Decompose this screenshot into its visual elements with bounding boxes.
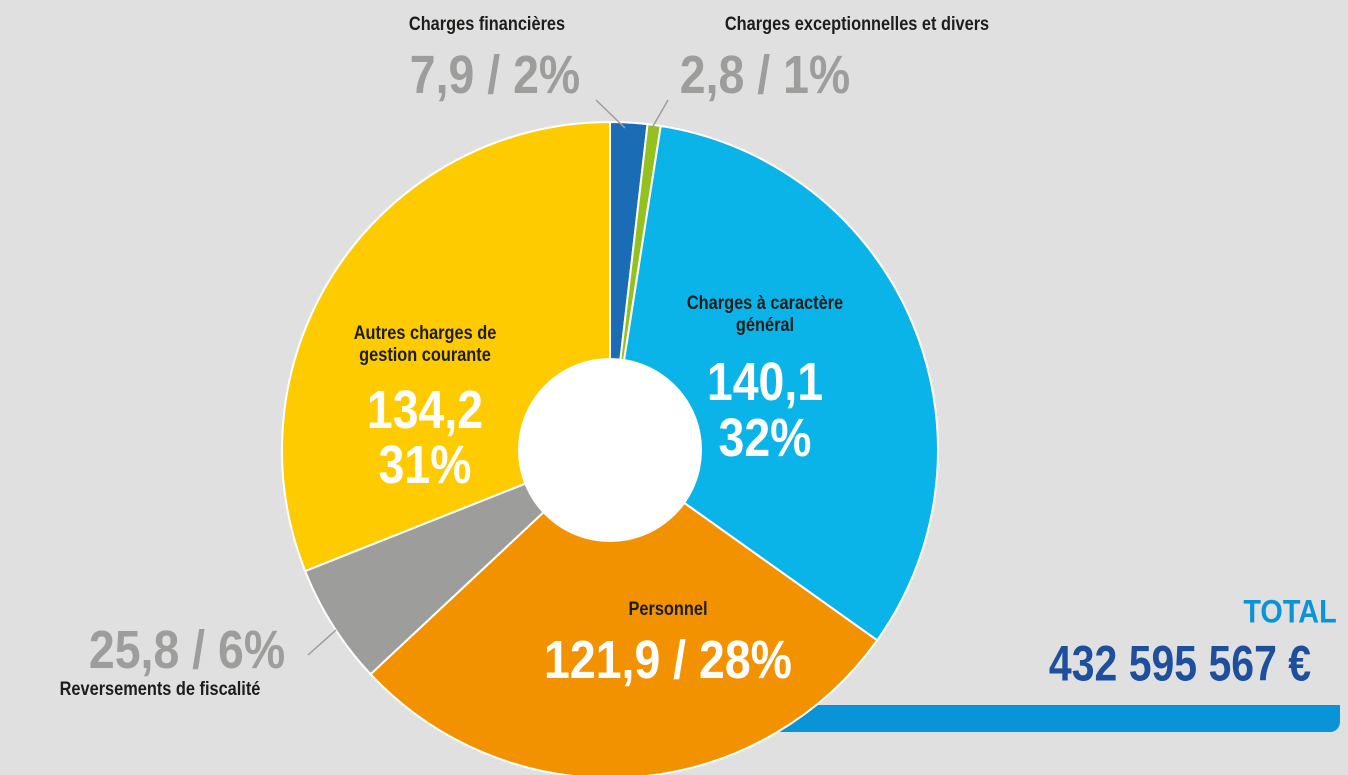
- slice-percent: 32%: [718, 408, 812, 468]
- slice: [303, 449, 611, 676]
- slice-value: 25,8: [88, 620, 180, 680]
- slice-value: 7,9: [409, 45, 475, 105]
- slice: [608, 124, 939, 642]
- slice-value-line: 2,8 / 1%: [680, 48, 850, 102]
- slice-percent: 28%: [698, 630, 792, 690]
- leader-line: [307, 629, 337, 656]
- leader-line: [651, 99, 669, 129]
- total-label: TOTAL: [1243, 593, 1337, 630]
- total-value: 432 595 567 €: [1048, 635, 1312, 692]
- separator: /: [179, 620, 218, 680]
- total-bar: [780, 705, 1340, 732]
- slice: [369, 448, 879, 775]
- slice-name: Reversements de fiscalité: [59, 679, 261, 701]
- slice-name: Charges financières: [408, 14, 566, 36]
- separator: /: [474, 45, 514, 105]
- slice-name: Charges exceptionnelles et divers: [724, 14, 990, 36]
- slice-name: Charges à caractère général: [686, 293, 844, 336]
- slice-percent: 6%: [217, 620, 286, 680]
- slice-name: Personnel: [628, 599, 708, 621]
- slice-value-line: 121,9 / 28%: [544, 633, 792, 687]
- slice-percent: 1%: [783, 45, 851, 105]
- separator: /: [660, 630, 699, 690]
- slice-percent: 2%: [513, 45, 581, 105]
- separator: /: [744, 45, 784, 105]
- slice-value-line: 7,9 / 2%: [410, 48, 580, 102]
- slice-value: 121,9: [544, 630, 661, 690]
- slice-name: Autres charges de gestion courante: [353, 323, 497, 366]
- slice-value: 134,2: [366, 380, 484, 440]
- slice-value: 2,8: [679, 45, 745, 105]
- slice-value-line: 25,8 / 6%: [89, 623, 285, 677]
- slice-value: 140,1: [706, 352, 824, 412]
- slice-percent: 31%: [378, 435, 472, 495]
- donut-hole: [518, 358, 702, 542]
- leader-line: [595, 99, 626, 129]
